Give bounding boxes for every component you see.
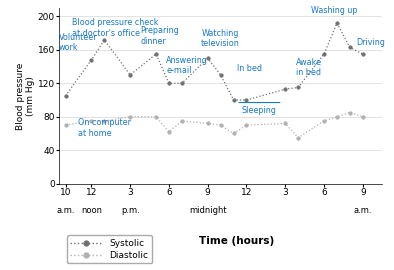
Systolic	[361, 52, 365, 56]
Diastolic	[205, 122, 210, 125]
Text: Preparing
dinner: Preparing dinner	[141, 26, 179, 46]
Diastolic	[244, 123, 249, 127]
Text: Sleeping: Sleeping	[242, 106, 277, 115]
Systolic	[102, 38, 107, 42]
Diastolic	[335, 115, 339, 118]
Diastolic	[231, 132, 236, 135]
Diastolic	[283, 122, 288, 125]
Text: a.m.: a.m.	[56, 206, 75, 215]
Diastolic	[63, 123, 68, 127]
Systolic	[283, 87, 288, 91]
Diastolic	[348, 111, 352, 114]
Text: Time (hours): Time (hours)	[199, 236, 274, 246]
Systolic	[205, 57, 210, 60]
Systolic	[63, 94, 68, 97]
Diastolic	[218, 123, 223, 127]
Text: Washing up: Washing up	[311, 6, 358, 15]
Line: Systolic: Systolic	[64, 21, 364, 102]
Systolic	[154, 52, 158, 56]
Diastolic	[128, 115, 132, 118]
Diastolic	[296, 136, 301, 139]
Text: p.m.: p.m.	[121, 206, 139, 215]
Systolic	[322, 52, 326, 56]
Text: On computer
at home: On computer at home	[78, 119, 132, 138]
Diastolic	[167, 130, 171, 133]
Systolic	[89, 58, 94, 62]
Text: Volunteer
work: Volunteer work	[59, 33, 98, 52]
Text: In bed: In bed	[238, 64, 262, 73]
Systolic	[231, 98, 236, 102]
Text: midnight: midnight	[189, 206, 227, 215]
Systolic	[167, 82, 171, 85]
Diastolic	[154, 115, 158, 118]
Diastolic	[180, 119, 184, 123]
Diastolic	[322, 119, 326, 123]
Text: Answering
e-mail: Answering e-mail	[166, 56, 208, 75]
Text: a.m.: a.m.	[353, 206, 372, 215]
Systolic	[296, 86, 301, 89]
Y-axis label: Blood pressure
(mm Hg): Blood pressure (mm Hg)	[15, 62, 35, 130]
Text: Driving: Driving	[356, 38, 385, 47]
Text: Watching
television: Watching television	[201, 29, 240, 48]
Systolic	[335, 22, 339, 25]
Text: Blood pressure check
at doctor's office: Blood pressure check at doctor's office	[72, 18, 158, 38]
Systolic	[180, 82, 184, 85]
Diastolic	[89, 119, 94, 123]
Line: Diastolic: Diastolic	[64, 111, 364, 139]
Diastolic	[361, 115, 365, 118]
Text: noon: noon	[81, 206, 102, 215]
Diastolic	[102, 119, 107, 123]
Text: Awake
in bed: Awake in bed	[296, 58, 322, 77]
Systolic	[348, 46, 352, 49]
Systolic	[218, 73, 223, 77]
Systolic	[128, 73, 132, 77]
Systolic	[244, 98, 249, 102]
Legend: Systolic, Diastolic: Systolic, Diastolic	[67, 235, 152, 263]
